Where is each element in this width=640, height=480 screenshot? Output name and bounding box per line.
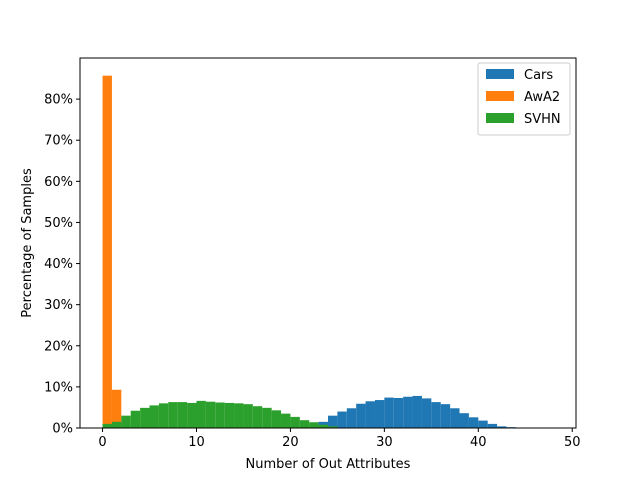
bar-svhn-14 <box>234 403 244 428</box>
y-tick-label: 20% <box>44 339 73 354</box>
bar-svhn-16 <box>252 406 263 428</box>
y-tick-label: 60% <box>44 175 73 190</box>
y-tick-label: 0% <box>52 422 73 437</box>
y-tick-label: 40% <box>44 257 73 272</box>
bar-svhn-21 <box>299 420 310 428</box>
bar-cars-26 <box>346 408 357 428</box>
bar-svhn-19 <box>281 413 291 428</box>
bar-svhn-8 <box>177 402 188 428</box>
bar-cars-40 <box>478 420 488 428</box>
bar-svhn-10 <box>196 400 206 428</box>
bar-cars-41 <box>487 423 498 428</box>
bar-cars-37 <box>450 408 460 428</box>
legend: Cars AwA2 SVHN <box>477 62 571 136</box>
bar-cars-28 <box>365 401 375 428</box>
x-axis: 0 10 20 30 40 50 <box>98 428 581 450</box>
y-tick-label: 10% <box>44 380 73 395</box>
y-axis: 0% 10% 20% 30% 40% 50% 60% 70% 80% <box>44 93 80 437</box>
x-tick-label: 50 <box>564 435 581 450</box>
bar-cars-36 <box>440 404 451 428</box>
bar-svhn-1 <box>111 421 122 428</box>
bar-awa2-1 <box>111 389 122 428</box>
bar-svhn-2 <box>121 415 131 428</box>
legend-label-svhn: SVHN <box>524 112 561 127</box>
bar-cars-38 <box>459 413 469 428</box>
bar-svhn-17 <box>262 407 272 428</box>
bar-cars-42 <box>497 426 507 428</box>
bar-svhn-15 <box>243 404 253 428</box>
bar-cars-33 <box>412 395 422 428</box>
x-tick-label: 40 <box>470 435 487 450</box>
bar-svhn-7 <box>168 402 178 428</box>
legend-label-awa2: AwA2 <box>524 90 560 105</box>
x-tick-label: 10 <box>188 435 205 450</box>
bar-svhn-22 <box>309 422 319 428</box>
legend-swatch-cars <box>486 69 514 79</box>
plot-frame <box>79 57 577 429</box>
bar-svhn-5 <box>149 405 159 428</box>
bar-cars-30 <box>384 397 394 428</box>
y-tick-label: 70% <box>44 134 73 149</box>
y-tick-label: 30% <box>44 298 73 313</box>
bar-cars-25 <box>337 411 347 428</box>
y-tick-label: 80% <box>44 93 73 108</box>
bar-svhn-20 <box>290 416 300 428</box>
y-tick-label: 50% <box>44 216 73 231</box>
bar-svhn-6 <box>158 403 169 428</box>
bar-svhn-18 <box>271 410 282 428</box>
bar-svhn-13 <box>224 402 235 428</box>
bar-svhn-4 <box>140 407 150 428</box>
bar-cars-31 <box>393 397 404 428</box>
x-tick-label: 20 <box>282 435 299 450</box>
bar-cars-32 <box>403 396 413 428</box>
bar-svhn-9 <box>187 402 197 428</box>
x-axis-label: Number of Out Attributes <box>246 457 411 472</box>
bar-cars-35 <box>431 402 441 428</box>
bar-awa2-0 <box>102 75 112 428</box>
bar-svhn-24 <box>328 426 338 428</box>
bar-svhn-0 <box>102 423 112 428</box>
bar-cars-39 <box>468 417 479 428</box>
legend-label-cars: Cars <box>524 68 553 83</box>
x-tick-label: 0 <box>98 435 106 450</box>
bar-svhn-11 <box>205 401 216 428</box>
bar-cars-24 <box>328 415 338 428</box>
bar-svhn-3 <box>130 410 141 428</box>
y-axis-label: Percentage of Samples <box>20 168 35 318</box>
bar-svhn-23 <box>318 424 328 428</box>
bars-layer <box>102 75 516 428</box>
bar-svhn-12 <box>215 402 225 428</box>
bar-cars-27 <box>356 403 366 428</box>
bar-cars-34 <box>421 398 432 428</box>
bar-cars-29 <box>374 400 385 428</box>
legend-swatch-svhn <box>486 113 514 123</box>
legend-swatch-awa2 <box>486 91 514 101</box>
x-tick-label: 30 <box>376 435 393 450</box>
